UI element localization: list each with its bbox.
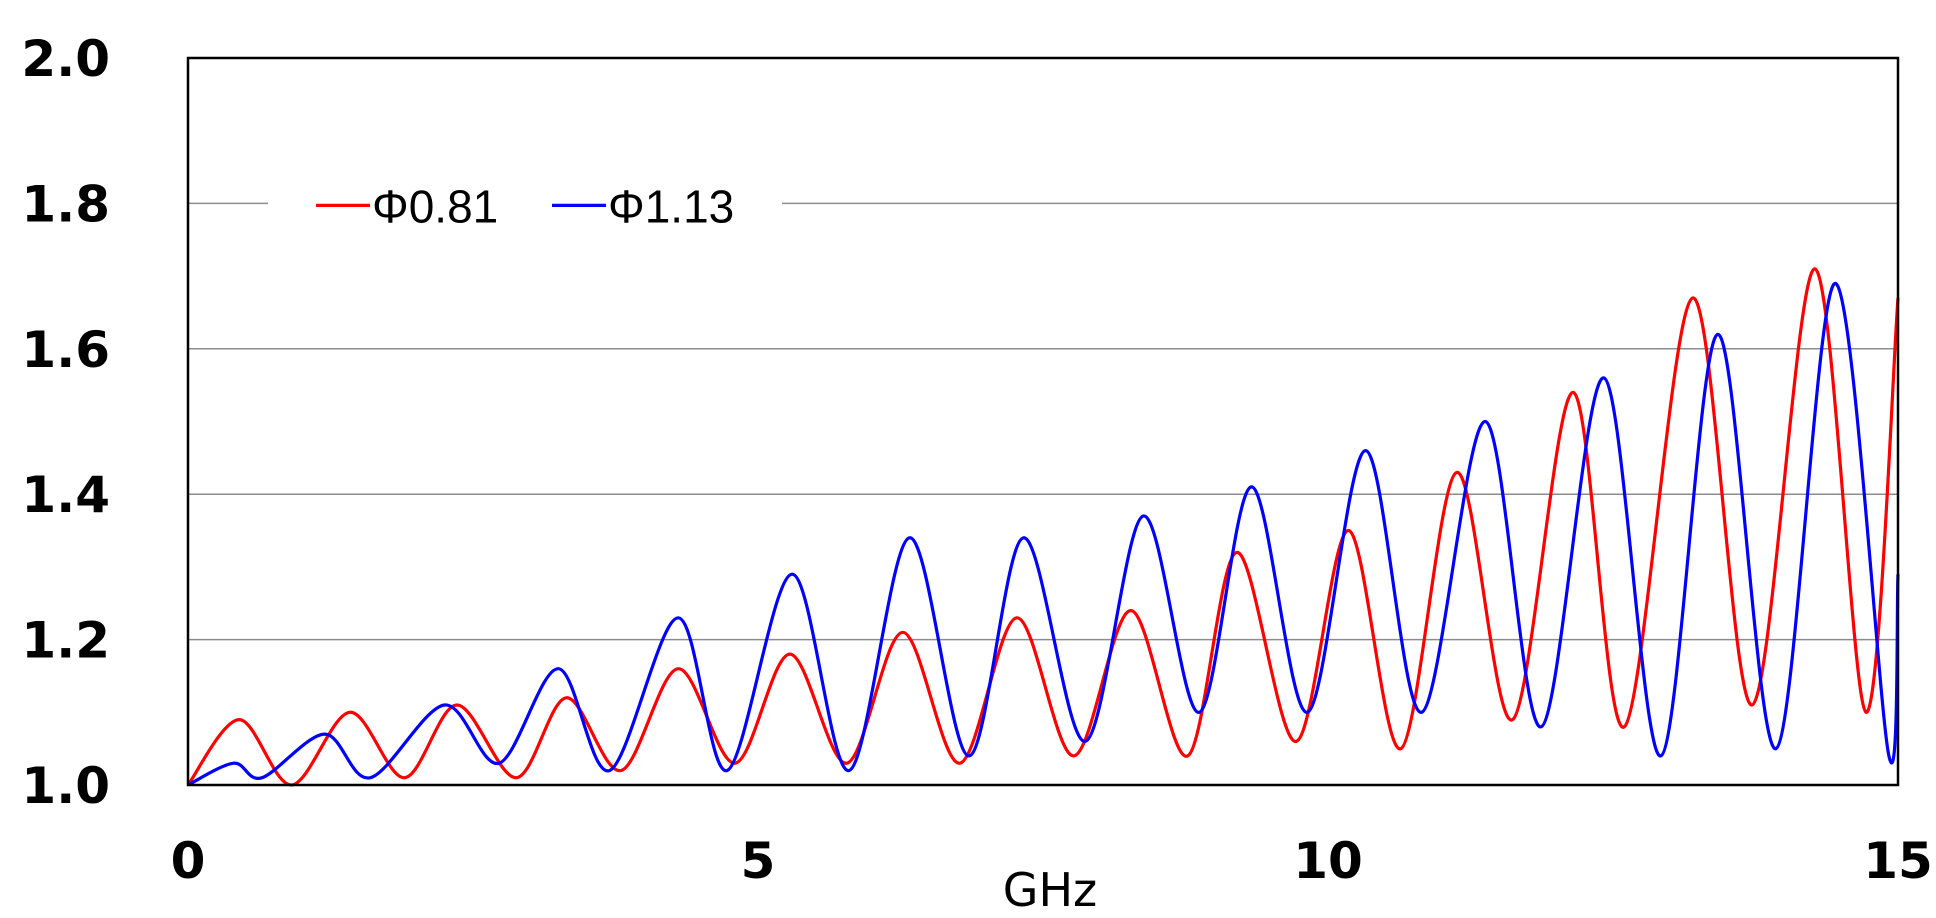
gridlines <box>188 202 1898 641</box>
series-line-2 <box>187 281 1900 787</box>
x-tick-label: 15 <box>1863 832 1933 890</box>
x-tick-label: 10 <box>1293 832 1363 890</box>
y-tick-label: 2.0 <box>21 30 110 88</box>
y-tick-label: 1.0 <box>21 757 110 815</box>
x-tick-label: 0 <box>171 832 206 890</box>
y-tick-label: 1.8 <box>21 175 110 233</box>
x-axis-title: GHz <box>1003 863 1097 917</box>
series-lines <box>186 267 1900 787</box>
legend-label: Φ0.81 <box>372 180 498 232</box>
y-tick-label: 1.6 <box>21 321 110 379</box>
y-tick-labels: 1.0 1.2 1.4 1.6 1.8 2.0 <box>21 30 110 815</box>
legend-label: Φ1.13 <box>608 180 734 232</box>
y-tick-label: 1.2 <box>21 612 110 670</box>
x-tick-labels: 0 5 10 15 <box>171 832 1933 890</box>
plot-frame <box>186 56 1900 787</box>
legend: Φ0.81 Φ1.13 <box>316 180 734 232</box>
x-tick-label: 5 <box>741 832 776 890</box>
y-tick-label: 1.4 <box>21 466 110 524</box>
